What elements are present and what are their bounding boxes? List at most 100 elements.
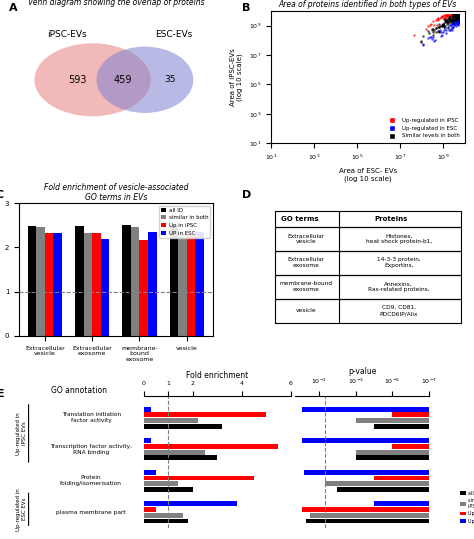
Point <box>454 18 462 27</box>
Point <box>442 11 449 20</box>
Point <box>454 11 462 19</box>
Point <box>443 16 450 24</box>
Point <box>451 11 459 19</box>
Point <box>433 15 440 23</box>
Point <box>454 13 462 22</box>
Point <box>434 13 442 22</box>
Point <box>439 20 447 29</box>
Point <box>448 15 456 24</box>
Point <box>454 11 462 19</box>
Point <box>451 11 458 19</box>
Point <box>448 11 456 19</box>
Bar <box>144 407 151 412</box>
Bar <box>100 239 109 336</box>
Point <box>454 11 462 19</box>
Point <box>452 13 460 22</box>
Point <box>450 16 457 24</box>
Point <box>417 37 424 46</box>
Point <box>448 25 456 34</box>
Text: A: A <box>9 3 18 13</box>
Point <box>454 11 462 19</box>
Point <box>446 17 453 25</box>
Point <box>452 11 460 19</box>
Point <box>453 20 461 29</box>
Point <box>454 11 462 19</box>
Point <box>429 24 437 33</box>
Point <box>437 32 445 40</box>
Legend: all EV ID, similar in both
iPSC and ESC EVs, Up in iPSC EVs, Up in ESC EVs: all EV ID, similar in both iPSC and ESC … <box>458 489 474 526</box>
Point <box>454 13 462 22</box>
Point <box>435 27 442 36</box>
Point <box>438 22 446 30</box>
Point <box>428 24 436 33</box>
Point <box>454 11 462 19</box>
Point <box>443 19 451 28</box>
Title: Fold enrichment of vesicle-associated
GO terms in EVs: Fold enrichment of vesicle-associated GO… <box>44 183 188 202</box>
Bar <box>139 240 148 336</box>
Point <box>452 11 460 20</box>
Point <box>454 11 462 19</box>
Point <box>437 26 444 34</box>
Point <box>453 11 461 20</box>
Point <box>454 11 462 19</box>
Point <box>439 20 447 29</box>
Point <box>433 20 441 29</box>
Bar <box>83 233 92 336</box>
Point <box>454 11 462 19</box>
Point <box>454 11 462 20</box>
Point <box>454 11 462 19</box>
Point <box>454 13 462 22</box>
Point <box>454 11 462 19</box>
Point <box>454 11 462 19</box>
Point <box>454 11 462 19</box>
Point <box>451 15 459 24</box>
Point <box>424 22 432 31</box>
Point <box>449 12 456 21</box>
Point <box>449 14 457 23</box>
Text: E: E <box>0 389 4 399</box>
Point <box>450 20 458 29</box>
Point <box>454 11 462 19</box>
Point <box>430 26 438 34</box>
Point <box>449 11 457 19</box>
Point <box>439 20 447 29</box>
Point <box>454 11 462 19</box>
Point <box>447 21 454 30</box>
Text: B: B <box>242 3 250 13</box>
Point <box>454 11 462 19</box>
Point <box>454 14 462 23</box>
Point <box>437 27 445 36</box>
Point <box>442 16 450 25</box>
Point <box>453 11 460 19</box>
Bar <box>274 227 461 251</box>
Title: GO annotation: GO annotation <box>51 386 107 395</box>
Legend: all ID, similar in both, Up in iPSC, UP in ESC: all ID, similar in both, Up in iPSC, UP … <box>159 206 210 238</box>
Point <box>439 19 447 28</box>
Bar <box>75 226 83 336</box>
Point <box>453 11 461 19</box>
Point <box>454 16 462 25</box>
Point <box>454 11 462 19</box>
Point <box>447 19 455 28</box>
Point <box>444 11 451 19</box>
Point <box>454 13 462 22</box>
Point <box>454 11 462 19</box>
Point <box>454 11 462 19</box>
Point <box>454 17 462 25</box>
Point <box>432 24 439 32</box>
Point <box>454 11 462 19</box>
Point <box>449 15 457 23</box>
Point <box>453 11 460 19</box>
Point <box>449 18 456 26</box>
Point <box>429 31 437 40</box>
Point <box>451 11 459 19</box>
Point <box>445 11 453 19</box>
Point <box>432 24 440 32</box>
Point <box>426 20 434 29</box>
Point <box>447 12 454 20</box>
Point <box>454 15 462 23</box>
Bar <box>392 412 474 417</box>
Point <box>454 11 462 19</box>
Bar <box>144 475 254 480</box>
Point <box>454 19 462 28</box>
